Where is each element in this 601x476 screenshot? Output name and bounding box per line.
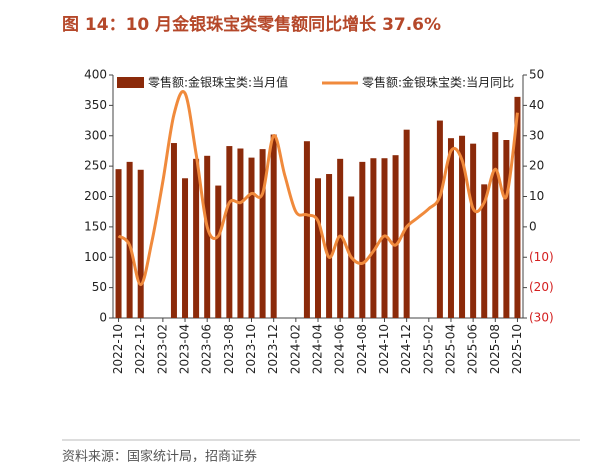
y2-tick-label: 30 xyxy=(529,128,544,142)
x-tick-label: 2024-04 xyxy=(311,324,325,374)
bar xyxy=(115,169,122,318)
bar xyxy=(182,178,189,318)
bar xyxy=(137,169,144,318)
y-tick-label: 250 xyxy=(84,159,107,173)
bar xyxy=(503,140,510,318)
x-tick-label: 2025-10 xyxy=(510,324,524,374)
line xyxy=(117,90,519,287)
bar xyxy=(470,143,477,318)
source: 资料来源：国家统计局，招商证券 xyxy=(62,449,257,465)
y2-tick-label: 10 xyxy=(529,189,544,203)
y2-tick-label: 50 xyxy=(529,68,544,82)
bar xyxy=(270,134,277,318)
y-tick-label: 200 xyxy=(84,189,107,203)
bar xyxy=(403,129,410,318)
y-tick-label: 400 xyxy=(84,68,107,82)
x-tick-label: 2024-12 xyxy=(399,324,413,374)
y-tick-label: 350 xyxy=(84,98,107,112)
x-tick-label: 2023-12 xyxy=(266,324,280,374)
x-tick-label: 2025-04 xyxy=(443,324,457,374)
y2-tick-label: (10) xyxy=(529,250,554,264)
y2-tick-label: 40 xyxy=(529,98,544,112)
x-tick-label: 2023-10 xyxy=(244,324,258,374)
bar xyxy=(126,161,133,318)
bar xyxy=(436,120,443,318)
x-tick-label: 2024-06 xyxy=(333,324,347,374)
y2-tick-label: 0 xyxy=(529,219,537,233)
x-tick-label: 2023-04 xyxy=(178,324,192,374)
y2-tick-label: (30) xyxy=(529,311,554,325)
y-tick-label: 100 xyxy=(84,250,107,264)
bar xyxy=(248,157,255,318)
legend-label: 零售额:金银珠宝类:当月同比 xyxy=(362,75,514,90)
x-tick-label: 2024-08 xyxy=(355,324,369,374)
x-tick-label: 2022-10 xyxy=(111,324,125,374)
bar xyxy=(370,158,377,318)
x-tick-label: 2024-02 xyxy=(288,324,302,374)
bar xyxy=(204,155,211,318)
bar xyxy=(392,155,399,318)
x-tick-label: 2023-06 xyxy=(200,324,214,374)
bar xyxy=(215,185,222,318)
bar xyxy=(259,149,266,318)
y-tick-label: 0 xyxy=(99,311,107,325)
bar xyxy=(492,132,499,318)
bar xyxy=(170,143,177,318)
bar xyxy=(193,158,200,318)
bar xyxy=(447,138,454,318)
y2-tick-label: (20) xyxy=(529,280,554,294)
y-tick-label: 300 xyxy=(84,128,107,142)
y-tick-label: 50 xyxy=(92,280,107,294)
bar xyxy=(337,158,344,318)
bar xyxy=(514,96,521,319)
x-tick-label: 2025-06 xyxy=(466,324,480,374)
x-tick-label: 2025-08 xyxy=(488,324,502,374)
x-tick-label: 2025-02 xyxy=(421,324,435,374)
bar xyxy=(315,178,321,318)
bar xyxy=(226,146,233,318)
bar xyxy=(303,141,310,318)
y-tick-label: 150 xyxy=(84,219,107,233)
bar xyxy=(326,174,333,318)
bar xyxy=(237,148,244,318)
x-tick-label: 2024-10 xyxy=(377,324,391,374)
legend-swatch xyxy=(117,77,144,88)
x-tick-label: 2023-02 xyxy=(155,324,169,374)
chart-title: 图 14：10 月金银珠宝类零售额同比增长 37.6% xyxy=(62,14,441,35)
x-tick-label: 2023-08 xyxy=(222,324,236,374)
bar xyxy=(359,161,366,318)
x-tick-label: 2022-12 xyxy=(133,324,147,374)
bar xyxy=(381,158,388,318)
y2-tick-label: 20 xyxy=(529,159,544,173)
legend-label: 零售额:金银珠宝类:当月值 xyxy=(148,75,288,90)
bar xyxy=(481,184,488,318)
bar xyxy=(459,135,466,318)
